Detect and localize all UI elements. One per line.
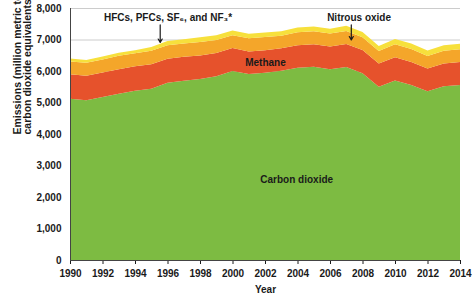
svg-text:2,000: 2,000 (36, 192, 61, 203)
svg-text:1,000: 1,000 (36, 223, 61, 234)
svg-text:1992: 1992 (92, 268, 115, 279)
svg-text:2012: 2012 (417, 268, 440, 279)
svg-text:Emissions (million metric tons: Emissions (million metric tons ofcarbon … (11, 0, 34, 135)
svg-text:Carbon dioxide: Carbon dioxide (260, 174, 333, 185)
svg-text:6,000: 6,000 (36, 66, 61, 77)
svg-text:2010: 2010 (384, 268, 407, 279)
svg-text:0: 0 (56, 255, 62, 266)
svg-text:2008: 2008 (352, 268, 375, 279)
svg-text:Year: Year (255, 284, 276, 295)
svg-text:Nitrous oxide: Nitrous oxide (327, 12, 391, 23)
svg-text:1998: 1998 (189, 268, 212, 279)
svg-text:2004: 2004 (287, 268, 310, 279)
svg-text:Methane: Methane (245, 57, 286, 68)
svg-text:2006: 2006 (319, 268, 342, 279)
svg-text:5,000: 5,000 (36, 97, 61, 108)
svg-text:8,000: 8,000 (36, 3, 61, 14)
svg-text:4,000: 4,000 (36, 129, 61, 140)
svg-text:1996: 1996 (157, 268, 180, 279)
svg-text:2002: 2002 (254, 268, 277, 279)
svg-text:1990: 1990 (59, 268, 82, 279)
svg-text:1994: 1994 (124, 268, 147, 279)
svg-text:3,000: 3,000 (36, 160, 61, 171)
svg-text:2000: 2000 (222, 268, 245, 279)
svg-text:7,000: 7,000 (36, 34, 61, 45)
svg-text:HFCs, PFCs, SF₆, and NF₃*: HFCs, PFCs, SF₆, and NF₃* (104, 12, 232, 23)
svg-text:2014: 2014 (449, 268, 472, 279)
